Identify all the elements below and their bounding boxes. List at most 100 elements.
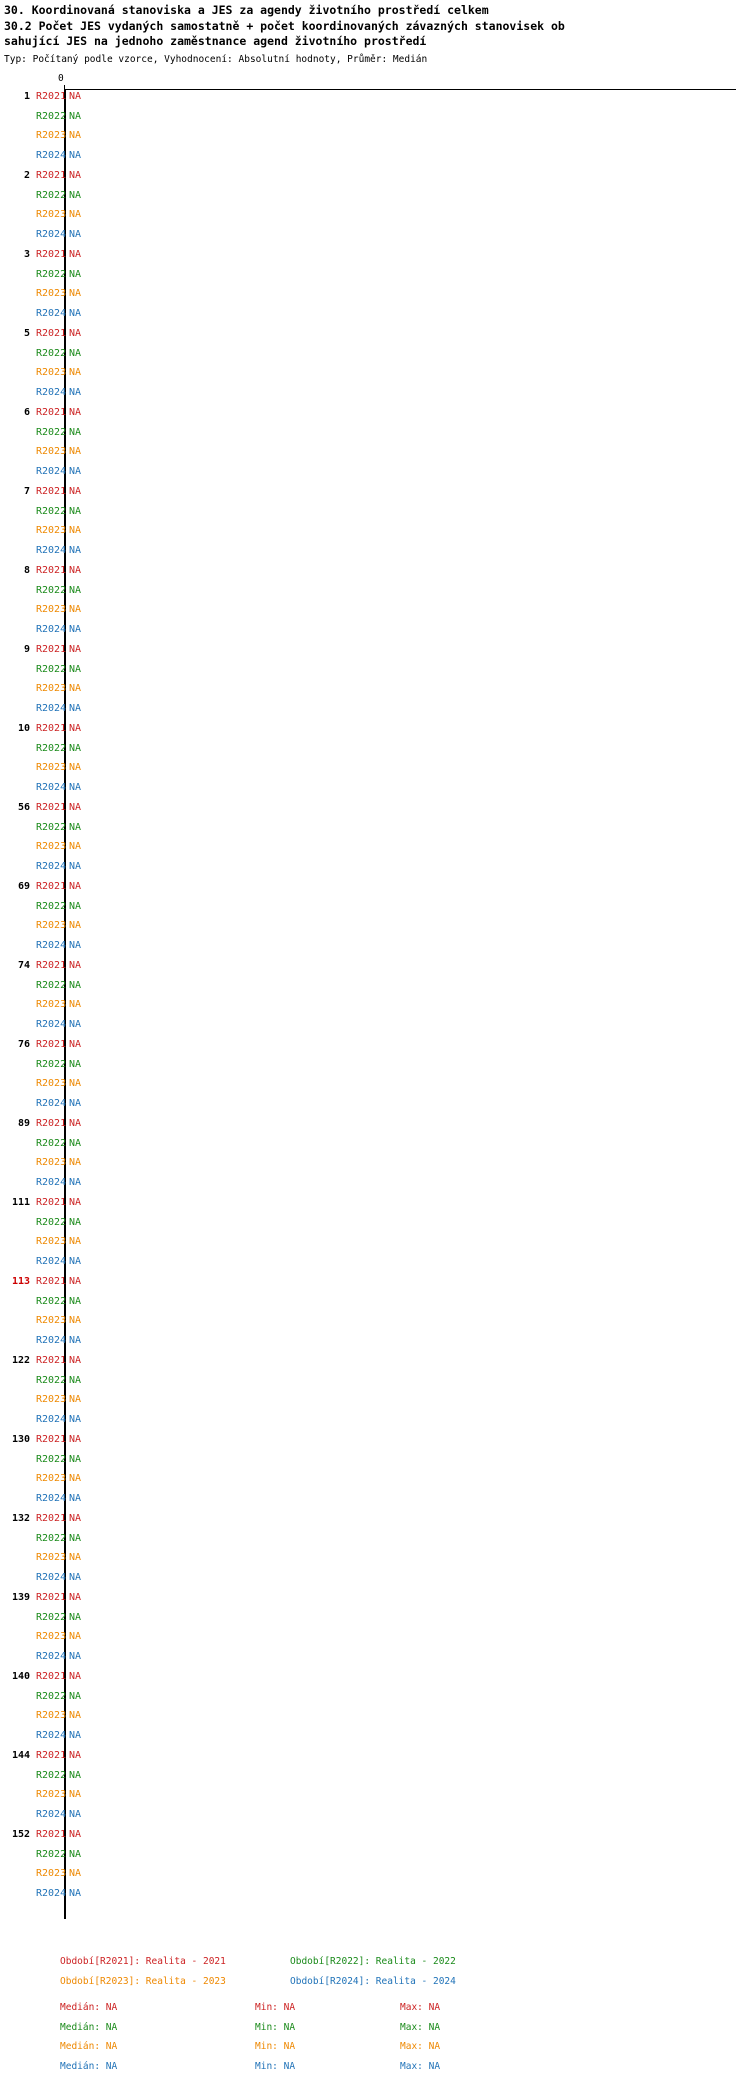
series-name-label: R2021	[36, 1512, 66, 1525]
series-name-label: R2024	[36, 1018, 66, 1031]
series-value-label: NA	[69, 1690, 81, 1703]
series-value-label: NA	[69, 1137, 81, 1150]
series-value-label: NA	[69, 129, 81, 142]
series-name-label: R2022	[36, 268, 66, 281]
legend-row: Období[R2023]: Realita - 2023 Období[R202…	[0, 1975, 750, 1995]
series-value-label: NA	[69, 485, 81, 498]
series-value-label: NA	[69, 386, 81, 399]
series-value-label: NA	[69, 228, 81, 241]
legend-item[interactable]: Období[R2024]: Realita - 2024	[290, 1975, 456, 1988]
series-name-label: R2024	[36, 702, 66, 715]
series-name-label: R2023	[36, 1077, 66, 1090]
max-stat: Max: NA	[400, 2021, 440, 2034]
series-value-label: NA	[69, 110, 81, 123]
series-name-label: R2021	[36, 880, 66, 893]
series-name-label: R2021	[36, 1828, 66, 1841]
series-value-label: NA	[69, 1848, 81, 1861]
series-value-label: NA	[69, 524, 81, 537]
series-value-label: NA	[69, 287, 81, 300]
series-value-label: NA	[69, 1097, 81, 1110]
series-value-label: NA	[69, 1216, 81, 1229]
series-value-label: NA	[69, 1749, 81, 1762]
legend-item[interactable]: Období[R2023]: Realita - 2023	[60, 1975, 226, 1988]
series-name-label: R2023	[36, 1551, 66, 1564]
series-name-label: R2023	[36, 840, 66, 853]
series-name-label: R2023	[36, 761, 66, 774]
series-name-label: R2023	[36, 1156, 66, 1169]
series-name-label: R2021	[36, 1354, 66, 1367]
series-name-label: R2022	[36, 1611, 66, 1624]
legend-row: Období[R2021]: Realita - 2021 Období[R202…	[0, 1955, 750, 1975]
series-name-label: R2022	[36, 1216, 66, 1229]
series-name-label: R2021	[36, 1433, 66, 1446]
series-value-label: NA	[69, 880, 81, 893]
series-value-label: NA	[69, 149, 81, 162]
series-name-label: R2021	[36, 1038, 66, 1051]
series-value-label: NA	[69, 1472, 81, 1485]
series-value-label: NA	[69, 1551, 81, 1564]
series-value-label: NA	[69, 1058, 81, 1071]
series-value-label: NA	[69, 1591, 81, 1604]
series-value-label: NA	[69, 742, 81, 755]
series-value-label: NA	[69, 1453, 81, 1466]
series-value-label: NA	[69, 643, 81, 656]
series-value-label: NA	[69, 584, 81, 597]
series-value-label: NA	[69, 208, 81, 221]
series-value-label: NA	[69, 366, 81, 379]
series-name-label: R2024	[36, 307, 66, 320]
series-value-label: NA	[69, 1374, 81, 1387]
series-name-label: R2023	[36, 998, 66, 1011]
series-value-label: NA	[69, 663, 81, 676]
legend-item[interactable]: Období[R2022]: Realita - 2022	[290, 1955, 456, 1968]
min-stat: Min: NA	[255, 2001, 295, 2014]
series-name-label: R2024	[36, 1413, 66, 1426]
series-value-label: NA	[69, 1018, 81, 1031]
series-name-label: R2022	[36, 1532, 66, 1545]
legend-item[interactable]: Období[R2021]: Realita - 2021	[60, 1955, 226, 1968]
series-value-label: NA	[69, 1235, 81, 1248]
series-value-label: NA	[69, 1354, 81, 1367]
series-name-label: R2022	[36, 189, 66, 202]
series-value-label: NA	[69, 603, 81, 616]
series-value-label: NA	[69, 406, 81, 419]
series-value-label: NA	[69, 1769, 81, 1782]
series-name-label: R2024	[36, 1176, 66, 1189]
series-value-label: NA	[69, 1275, 81, 1288]
series-name-label: R2022	[36, 1690, 66, 1703]
series-name-label: R2022	[36, 979, 66, 992]
series-name-label: R2022	[36, 1137, 66, 1150]
